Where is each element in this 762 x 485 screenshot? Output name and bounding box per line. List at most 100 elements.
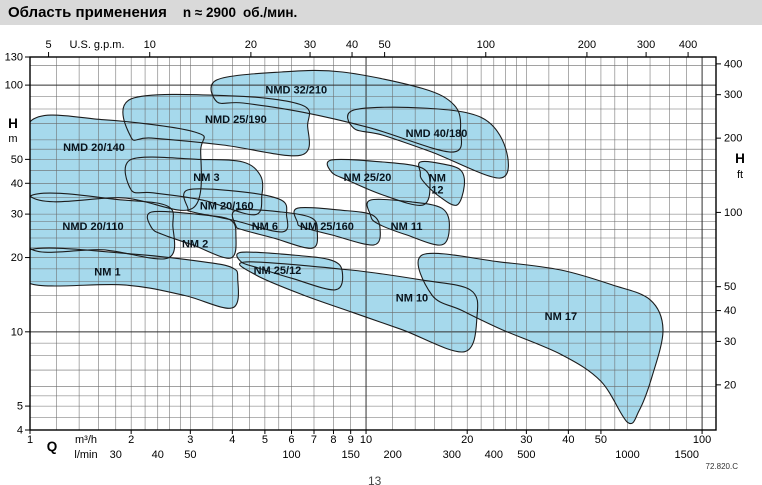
tick-label-m3h: 50 [595, 434, 607, 446]
region-label-nm-25-12: NM 25/12 [254, 265, 302, 277]
region-label-nmd-20-110: NMD 20/110 [62, 221, 123, 233]
region-label-nm-6: NM 6 [252, 221, 278, 233]
region-nm-25-160 [293, 207, 381, 246]
tick-label-top: 30 [304, 39, 316, 51]
doc-code: 72.820.C [705, 462, 738, 471]
region-outline-nm-10 [239, 261, 479, 353]
tick-label-top: 100 [477, 39, 495, 51]
region-outline-nm-3 [124, 156, 264, 216]
region-label-nm-17: NM 17 [545, 311, 577, 323]
tick-label-m3h: 3 [187, 434, 193, 446]
tick-label-m3h: 7 [311, 434, 317, 446]
title-bar: Область применения n ≈ 2900 об./мин. [0, 0, 762, 25]
region-label-nm-11: NM 11 [391, 221, 423, 233]
region-outline-nm-2 [146, 210, 237, 259]
region-label-nm-10: NM 10 [396, 292, 428, 304]
tick-label-left: 50 [11, 154, 23, 166]
tick-label-m3h: 40 [562, 434, 574, 446]
page-number: 13 [368, 474, 382, 485]
region-outline-nm-12 [418, 160, 466, 206]
tick-label-lmin: 400 [485, 449, 503, 461]
region-label-nmd-20-140: NMD 20/140 [63, 142, 125, 154]
region-label-nmd-25-190: NMD 25/190 [205, 114, 267, 126]
region-nmd-40-180 [347, 107, 509, 179]
bottom-axis-unit-lmin: l/min [74, 449, 97, 461]
region-nmd-20-110 [30, 193, 175, 259]
page-title: Область применения [8, 4, 167, 21]
tick-label-m3h: 9 [348, 434, 354, 446]
tick-label-lmin: 50 [184, 449, 196, 461]
region-label-nm-3: NM 3 [193, 172, 219, 184]
region-labels: NMD 20/140 NMD 25/190 NMD 32/210 NMD 40/180… [62, 84, 577, 322]
speed-value: n ≈ 2900 [182, 5, 237, 20]
region-outline-nm-11 [366, 198, 450, 246]
region-outline-nm-25-12 [236, 251, 344, 291]
tick-label-left: 100 [5, 80, 23, 92]
region-outline-nm-25-160 [293, 206, 381, 246]
tick-label-m3h: 20 [461, 434, 473, 446]
tick-label-m3h: 4 [229, 434, 235, 446]
tick-label-lmin: 100 [282, 449, 300, 461]
speed-unit: об./мин. [243, 5, 298, 20]
tick-label-lmin: 300 [443, 449, 461, 461]
tick-label-lmin: 200 [383, 449, 401, 461]
tick-label-top: 5 [45, 39, 51, 51]
region-label-nmd-40-180: NMD 40/180 [406, 128, 468, 140]
tick-label-right: 50 [724, 281, 736, 293]
region-label-nm-2: NM 2 [182, 239, 208, 251]
region-outline-nmd-32-210 [210, 69, 463, 153]
tick-label-right: 200 [724, 133, 742, 145]
tick-label-top: 20 [245, 39, 257, 51]
region-nm-1 [30, 248, 239, 309]
region-outline-nmd-40-180 [347, 106, 509, 179]
region-label-nm-12: NM 12 [429, 172, 446, 196]
tick-label-top: 400 [679, 39, 697, 51]
tick-label-m3h: 8 [330, 434, 336, 446]
tick-label-lmin: 30 [110, 449, 122, 461]
region-outline-nmd-25-190 [122, 93, 311, 157]
left-axis-unit: m [8, 133, 17, 145]
region-label-nmd-32-210: NMD 32/210 [265, 84, 327, 96]
tick-label-m3h: 30 [520, 434, 532, 446]
tick-label-lmin: 1000 [615, 449, 639, 461]
region-outline-nm-6 [231, 208, 319, 249]
tick-label-lmin: 150 [341, 449, 359, 461]
tick-label-m3h: 100 [693, 434, 711, 446]
tick-label-left: 30 [11, 209, 23, 221]
tick-label-right: 100 [724, 207, 742, 219]
tick-label-lmin: 500 [517, 449, 535, 461]
bottom-axis-unit-m3h: m³/h [75, 434, 97, 446]
top-axis-unit-label: U.S. g.p.m. [69, 39, 124, 51]
tick-label-left: 5 [17, 401, 23, 413]
tick-label-lmin: 1500 [674, 449, 698, 461]
tick-label-m3h: 1 [27, 434, 33, 446]
bottom-axis-letter: Q [47, 439, 58, 454]
tick-label-top: 300 [637, 39, 655, 51]
left-axis-letter: H [8, 116, 18, 131]
tick-label-m3h: 6 [288, 434, 294, 446]
tick-label-left: 20 [11, 252, 23, 264]
region-outline-nm-1 [30, 247, 239, 309]
right-axis-letter: H [735, 151, 745, 166]
region-outline-nm-25-20 [326, 158, 431, 206]
tick-label-left: 4 [17, 425, 23, 437]
region-outline-nm-20-160 [183, 188, 289, 233]
tick-label-right: 400 [724, 58, 742, 70]
region-label-nm-25-160: NM 25/160 [300, 221, 354, 233]
tick-label-right: 40 [724, 305, 736, 317]
tick-label-m3h: 10 [360, 434, 372, 446]
right-axis-unit: ft [737, 169, 743, 181]
tick-label-right: 300 [724, 89, 742, 101]
tick-label-top: 40 [346, 39, 358, 51]
region-label-nm-25-20: NM 25/20 [344, 172, 392, 184]
plot-border [29, 56, 717, 431]
region-label-nm-20-160: NM 20/160 [200, 201, 254, 213]
tick-label-left: 40 [11, 178, 23, 190]
tick-label-right: 20 [724, 379, 736, 391]
region-label-nm-1: NM 1 [94, 266, 120, 278]
region-outline-nm-17 [417, 252, 664, 425]
grid-lines [30, 57, 716, 430]
tick-label-lmin: 40 [152, 449, 164, 461]
tick-label-right: 30 [724, 336, 736, 348]
